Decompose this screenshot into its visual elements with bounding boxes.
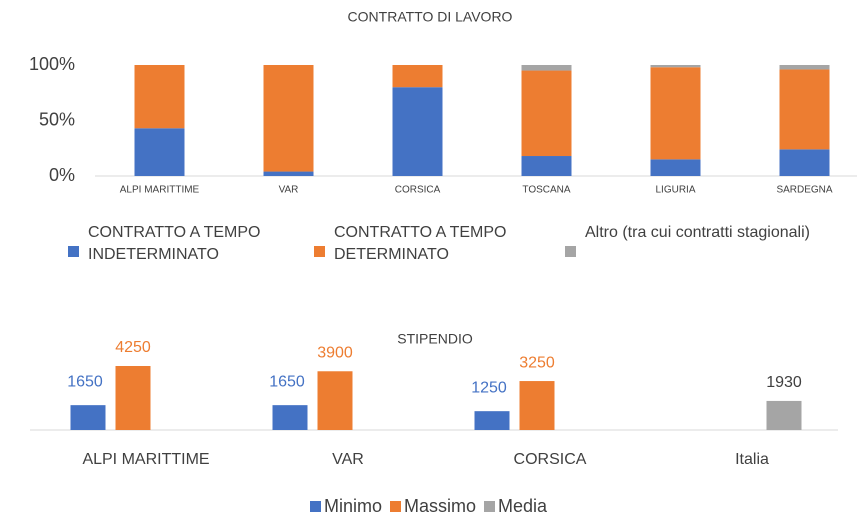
legend-item: Altro (tra cui contratti stagionali) [565, 222, 815, 257]
bar-segment [779, 65, 830, 70]
bar-segment [134, 128, 185, 176]
chart-title: STIPENDIO [397, 331, 473, 347]
x-tick-label: SARDEGNA [776, 185, 832, 196]
legend-swatch [68, 246, 79, 257]
data-label: 3900 [317, 344, 353, 361]
legend-swatch [314, 246, 325, 257]
x-tick-label: VAR [279, 185, 299, 196]
bar-segment [779, 149, 830, 176]
y-tick-label: 50% [39, 109, 75, 129]
bar [474, 411, 510, 430]
x-tick-label: TOSCANA [522, 185, 570, 196]
bar-segment [779, 69, 830, 150]
bar-segment [134, 65, 185, 129]
legend-item: Massimo [389, 496, 476, 515]
data-label: 4250 [115, 339, 151, 356]
bar [272, 405, 308, 430]
data-label: 1650 [269, 373, 305, 390]
y-tick-label: 0% [49, 165, 75, 185]
legend-label: CONTRATTO A TEMPO INDETERMINATO [88, 224, 261, 263]
legend-swatch [389, 501, 401, 512]
legend-item: CONTRATTO A TEMPO DETERMINATO [314, 222, 544, 266]
bar [70, 405, 106, 430]
legend-swatch [484, 501, 495, 512]
bar-segment [650, 159, 701, 176]
legend-label: Altro (tra cui contratti stagionali) [585, 224, 810, 241]
legend-item: Minimo [309, 496, 382, 515]
data-label: 3250 [519, 354, 555, 371]
bar [115, 366, 151, 430]
x-tick-label: CORSICA [514, 451, 587, 468]
bar-segment [521, 70, 572, 157]
y-tick-label: 100% [29, 54, 75, 74]
bar-segment [650, 65, 701, 68]
legend-label: Massimo [403, 496, 476, 515]
legend-label: Media [498, 496, 548, 515]
bar-segment [392, 65, 443, 88]
data-label: 1650 [67, 373, 103, 390]
x-tick-label: ALPI MARITTIME [82, 451, 209, 468]
x-tick-label: ALPI MARITTIME [120, 185, 200, 196]
bar-segment [263, 65, 314, 172]
legend-swatch [309, 501, 321, 512]
legend-item: Media [484, 496, 547, 515]
bar [766, 400, 802, 430]
x-tick-label: LIGURIA [655, 185, 695, 196]
chart-title: CONTRATTO DI LAVORO [348, 9, 513, 25]
legend-swatch [565, 246, 576, 257]
bar-segment [392, 87, 443, 176]
data-label: 1930 [766, 374, 802, 391]
legend: Minimo Massimo Media [0, 496, 857, 515]
bar-segment [521, 65, 572, 71]
x-tick-label: Italia [735, 451, 769, 468]
bar-segment [521, 156, 572, 176]
bar-segment [650, 67, 701, 160]
legend-label: CONTRATTO A TEMPO DETERMINATO [334, 224, 507, 263]
x-tick-label: VAR [332, 451, 364, 468]
x-tick-label: CORSICA [395, 185, 441, 196]
bar [519, 381, 555, 430]
legend-label: Minimo [323, 496, 382, 515]
bar [317, 371, 353, 430]
legend-item: CONTRATTO A TEMPO INDETERMINATO [68, 222, 298, 266]
bar-segment [263, 171, 314, 176]
data-label: 1250 [471, 379, 507, 396]
